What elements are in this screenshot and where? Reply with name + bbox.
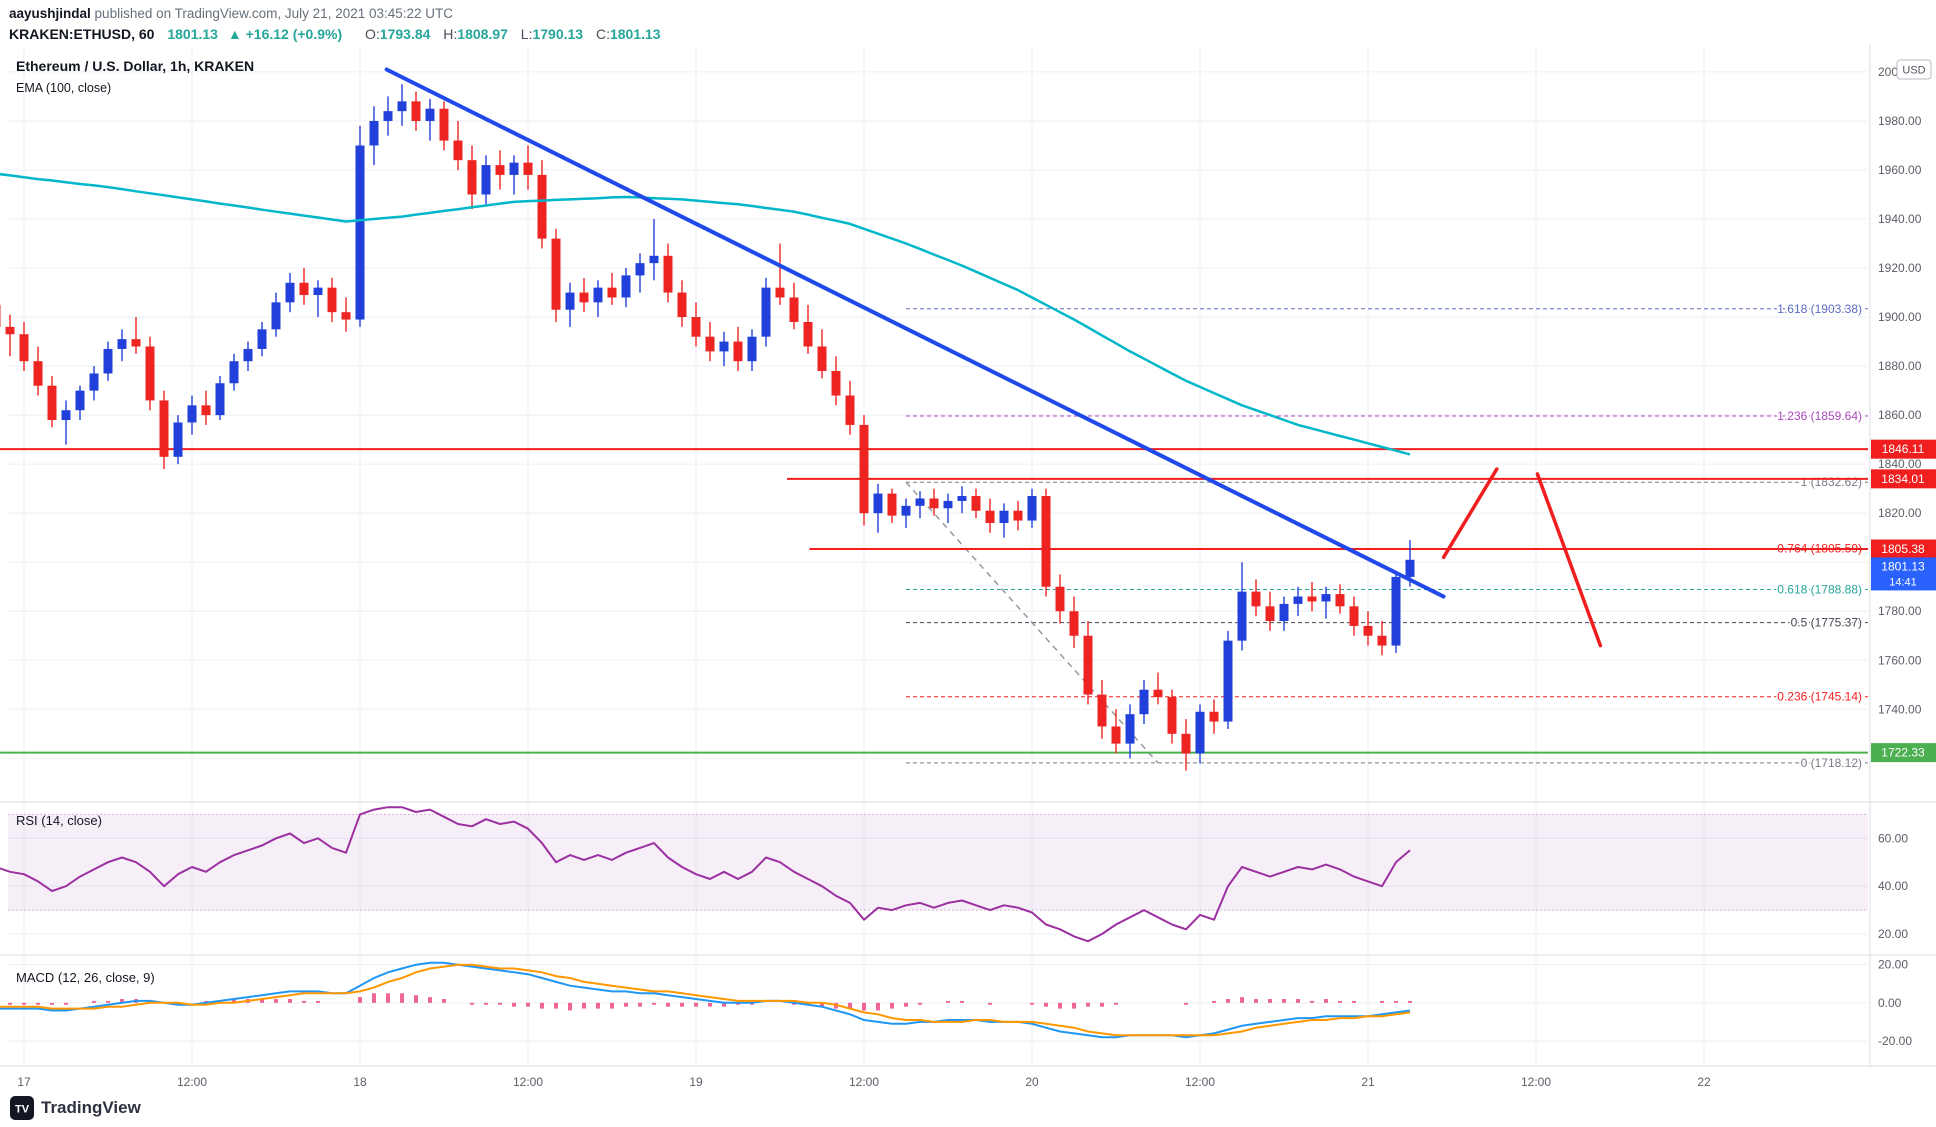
open-value: 1793.84 bbox=[379, 26, 431, 42]
rsi-overbought-oversold-band bbox=[8, 813, 1868, 911]
svg-text:18: 18 bbox=[353, 1075, 367, 1089]
horizontal-lines bbox=[0, 448, 1868, 754]
svg-text:1980.00: 1980.00 bbox=[1878, 114, 1922, 128]
low-label: L: bbox=[520, 26, 533, 42]
svg-text:17: 17 bbox=[17, 1075, 31, 1089]
last-price: 1801.13 bbox=[167, 26, 218, 42]
svg-text:12:00: 12:00 bbox=[177, 1075, 207, 1089]
svg-text:20.00: 20.00 bbox=[1878, 958, 1908, 972]
tradingview-footer: TV TradingView bbox=[10, 1096, 141, 1120]
publish-info: published on TradingView.com, July 21, 2… bbox=[94, 6, 454, 21]
svg-text:22: 22 bbox=[1697, 1075, 1711, 1089]
svg-text:1.236 (1859.64): 1.236 (1859.64) bbox=[1777, 409, 1862, 423]
publish-info-line: aayushjindal published on TradingView.co… bbox=[9, 5, 661, 23]
svg-text:1722.33: 1722.33 bbox=[1881, 746, 1925, 760]
projection-lines bbox=[1441, 467, 1603, 648]
svg-text:1780.00: 1780.00 bbox=[1878, 604, 1922, 618]
high-label: H: bbox=[443, 26, 458, 42]
svg-text:21: 21 bbox=[1361, 1075, 1375, 1089]
svg-text:19: 19 bbox=[689, 1075, 703, 1089]
svg-text:1920.00: 1920.00 bbox=[1878, 261, 1922, 275]
tradingview-logo-icon[interactable]: TV bbox=[10, 1096, 34, 1120]
svg-text:12:00: 12:00 bbox=[1521, 1075, 1551, 1089]
svg-text:14:41: 14:41 bbox=[1889, 576, 1917, 588]
svg-text:12:00: 12:00 bbox=[513, 1075, 543, 1089]
open-label: O: bbox=[365, 26, 380, 42]
publish-header: aayushjindal published on TradingView.co… bbox=[9, 5, 661, 44]
currency-button: USD bbox=[1896, 59, 1932, 80]
svg-text:1.618 (1903.38): 1.618 (1903.38) bbox=[1777, 302, 1862, 316]
svg-text:1846.11: 1846.11 bbox=[1882, 442, 1925, 456]
svg-text:-20.00: -20.00 bbox=[1878, 1034, 1912, 1048]
svg-text:1860.00: 1860.00 bbox=[1878, 408, 1922, 422]
fib-retracement: 1.618 (1903.38) 1.236 (1859.64) 1 (1832.62… bbox=[905, 300, 1868, 771]
svg-text:0.5 (1775.37): 0.5 (1775.37) bbox=[1791, 616, 1862, 630]
svg-text:1840.00: 1840.00 bbox=[1878, 457, 1922, 471]
author-name: aayushjindal bbox=[9, 6, 91, 21]
macd-pane-title: MACD (12, 26, close, 9) bbox=[16, 970, 155, 985]
svg-text:1805.38: 1805.38 bbox=[1881, 542, 1925, 556]
svg-text:0 (1718.12): 0 (1718.12) bbox=[1801, 756, 1862, 770]
macd-signal-line bbox=[0, 963, 1411, 1037]
macd-line bbox=[0, 961, 1411, 1039]
svg-text:20: 20 bbox=[1025, 1075, 1039, 1089]
svg-text:20.00: 20.00 bbox=[1878, 927, 1908, 941]
candlestick-series bbox=[0, 84, 1415, 771]
svg-text:1940.00: 1940.00 bbox=[1878, 212, 1922, 226]
main-pane-title: Ethereum / U.S. Dollar, 1h, KRAKEN bbox=[16, 58, 255, 74]
svg-text:40.00: 40.00 bbox=[1878, 879, 1908, 893]
low-value: 1790.13 bbox=[532, 26, 584, 42]
ema-line bbox=[0, 172, 1411, 456]
trend-line bbox=[384, 67, 1446, 599]
svg-text:0.618 (1788.88): 0.618 (1788.88) bbox=[1777, 582, 1862, 596]
svg-text:1834.01: 1834.01 bbox=[1881, 472, 1925, 486]
svg-text:1900.00: 1900.00 bbox=[1878, 310, 1922, 324]
svg-text:12:00: 12:00 bbox=[849, 1075, 879, 1089]
pane-borders bbox=[0, 45, 1936, 1067]
grid-lines bbox=[8, 45, 1868, 1066]
svg-text:1820.00: 1820.00 bbox=[1878, 506, 1922, 520]
close-label: C: bbox=[595, 26, 610, 42]
symbol-title: KRAKEN:ETHUSD, 60 bbox=[9, 26, 155, 42]
ema-legend: EMA (100, close) bbox=[16, 81, 112, 95]
svg-text:1960.00: 1960.00 bbox=[1878, 163, 1922, 177]
svg-text:1740.00: 1740.00 bbox=[1878, 702, 1922, 716]
svg-text:0.00: 0.00 bbox=[1878, 996, 1902, 1010]
close-value: 1801.13 bbox=[609, 26, 661, 42]
svg-text:USD: USD bbox=[1902, 65, 1925, 77]
svg-text:12:00: 12:00 bbox=[1185, 1075, 1215, 1089]
svg-text:0.236 (1745.14): 0.236 (1745.14) bbox=[1777, 690, 1862, 704]
time-axis: 17 12:00 18 12:00 19 12:00 20 12:00 21 12:00 22 bbox=[17, 1075, 1711, 1089]
high-value: 1808.97 bbox=[457, 26, 508, 42]
svg-text:60.00: 60.00 bbox=[1878, 831, 1908, 845]
svg-text:1801.13: 1801.13 bbox=[1881, 559, 1925, 573]
rsi-pane-title: RSI (14, close) bbox=[16, 813, 102, 828]
price-change: ▲ +16.12 (+0.9%) bbox=[227, 26, 343, 42]
tradingview-brand[interactable]: TradingView bbox=[41, 1098, 141, 1117]
price-badges: 1846.11 1834.01 1805.38 1801.13 14:41 1722.33 bbox=[1871, 439, 1936, 763]
svg-text:1880.00: 1880.00 bbox=[1878, 359, 1922, 373]
symbol-status-line: KRAKEN:ETHUSD, 60 1801.13 ▲ +16.12 (+0.9… bbox=[9, 25, 661, 44]
svg-text:1760.00: 1760.00 bbox=[1878, 653, 1922, 667]
rsi-line bbox=[0, 806, 1411, 943]
svg-text:TV: TV bbox=[15, 1104, 30, 1116]
svg-text:1 (1832.62): 1 (1832.62) bbox=[1801, 475, 1862, 489]
